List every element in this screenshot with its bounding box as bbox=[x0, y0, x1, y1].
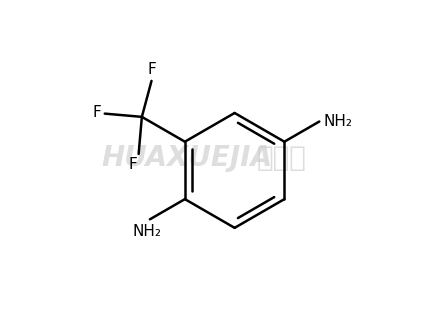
Text: 化学加: 化学加 bbox=[256, 144, 306, 172]
Text: NH₂: NH₂ bbox=[132, 224, 161, 239]
Text: NH₂: NH₂ bbox=[324, 114, 353, 129]
Text: F: F bbox=[93, 105, 102, 119]
Text: F: F bbox=[128, 157, 137, 172]
Text: HUAXUEJIA: HUAXUEJIA bbox=[101, 144, 272, 172]
Text: F: F bbox=[147, 62, 156, 77]
